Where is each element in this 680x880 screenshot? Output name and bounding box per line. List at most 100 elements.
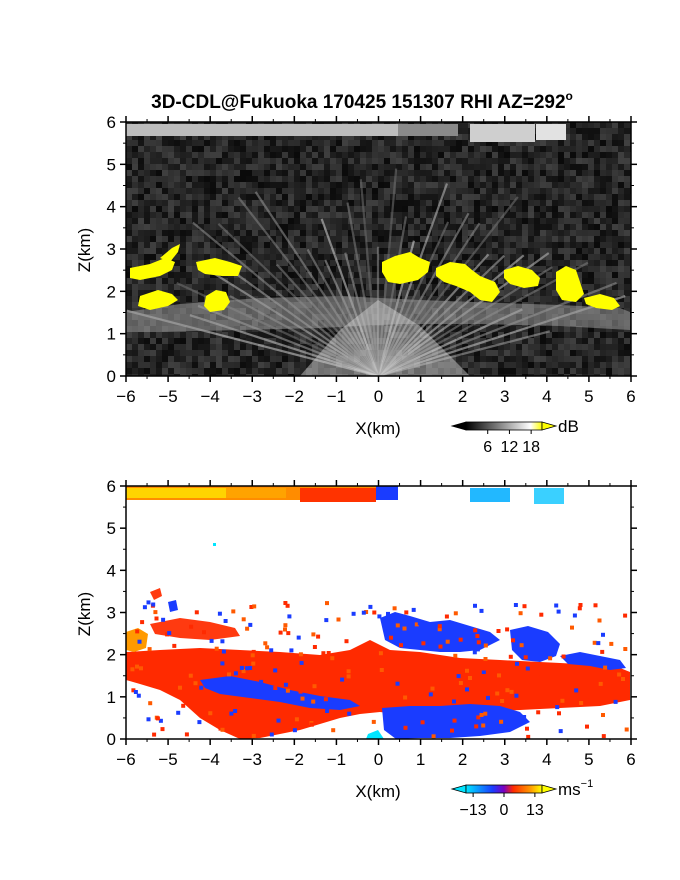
reflectivity-noise-cell bbox=[570, 236, 576, 242]
reflectivity-noise-cell bbox=[144, 206, 150, 212]
reflectivity-noise-cell bbox=[342, 218, 348, 224]
reflectivity-noise-cell bbox=[408, 236, 414, 242]
reflectivity-noise-cell bbox=[222, 332, 228, 338]
reflectivity-noise-cell bbox=[432, 146, 438, 152]
reflectivity-noise-cell bbox=[234, 188, 240, 194]
reflectivity-noise-cell bbox=[378, 134, 384, 140]
reflectivity-noise-cell bbox=[306, 164, 312, 170]
reflectivity-noise-cell bbox=[264, 140, 270, 146]
reflectivity-noise-cell bbox=[516, 332, 522, 338]
reflectivity-noise-cell bbox=[558, 254, 564, 260]
reflectivity-noise-cell bbox=[300, 350, 306, 356]
velocity-speckle bbox=[428, 692, 433, 697]
reflectivity-noise-cell bbox=[204, 200, 210, 206]
reflectivity-noise-cell bbox=[510, 146, 516, 152]
reflectivity-noise-cell bbox=[264, 152, 270, 158]
reflectivity-noise-cell bbox=[498, 212, 504, 218]
reflectivity-noise-cell bbox=[294, 248, 300, 254]
reflectivity-noise-cell bbox=[432, 278, 438, 284]
reflectivity-noise-cell bbox=[420, 338, 426, 344]
reflectivity-noise-cell bbox=[156, 200, 162, 206]
reflectivity-noise-cell bbox=[384, 254, 390, 260]
reflectivity-noise-cell bbox=[450, 248, 456, 254]
reflectivity-noise-cell bbox=[276, 284, 282, 290]
reflectivity-noise-cell bbox=[138, 194, 144, 200]
reflectivity-noise-cell bbox=[234, 170, 240, 176]
reflectivity-noise-cell bbox=[522, 338, 528, 344]
reflectivity-noise-cell bbox=[126, 368, 132, 374]
velocity-speckle bbox=[233, 671, 238, 676]
velocity-speckle bbox=[453, 653, 458, 658]
velocity-speckle bbox=[574, 688, 579, 693]
reflectivity-noise-cell bbox=[294, 332, 300, 338]
reflectivity-noise-cell bbox=[450, 284, 456, 290]
reflectivity-noise-cell bbox=[612, 122, 618, 128]
reflectivity-noise-cell bbox=[582, 266, 588, 272]
reflectivity-noise-cell bbox=[222, 152, 228, 158]
reflectivity-noise-cell bbox=[504, 140, 510, 146]
reflectivity-noise-cell bbox=[426, 242, 432, 248]
reflectivity-noise-cell bbox=[186, 344, 192, 350]
reflectivity-noise-cell bbox=[288, 134, 294, 140]
reflectivity-noise-cell bbox=[474, 350, 480, 356]
reflectivity-noise-cell bbox=[438, 212, 444, 218]
reflectivity-noise-cell bbox=[564, 356, 570, 362]
reflectivity-noise-cell bbox=[396, 242, 402, 248]
reflectivity-noise-cell bbox=[246, 188, 252, 194]
reflectivity-noise-cell bbox=[252, 188, 258, 194]
reflectivity-noise-cell bbox=[240, 194, 246, 200]
reflectivity-noise-cell bbox=[624, 272, 630, 278]
reflectivity-noise-cell bbox=[186, 248, 192, 254]
reflectivity-noise-cell bbox=[582, 218, 588, 224]
reflectivity-noise-cell bbox=[420, 200, 426, 206]
reflectivity-noise-cell bbox=[300, 194, 306, 200]
reflectivity-noise-cell bbox=[426, 218, 432, 224]
reflectivity-noise-cell bbox=[612, 230, 618, 236]
reflectivity-noise-cell bbox=[594, 350, 600, 356]
reflectivity-noise-cell bbox=[126, 332, 132, 338]
reflectivity-noise-cell bbox=[384, 242, 390, 248]
reflectivity-y-tick-label: 0 bbox=[107, 367, 116, 386]
velocity-speckle bbox=[481, 670, 486, 674]
reflectivity-noise-cell bbox=[624, 122, 630, 128]
reflectivity-noise-cell bbox=[468, 164, 474, 170]
reflectivity-noise-cell bbox=[582, 140, 588, 146]
reflectivity-noise-cell bbox=[192, 218, 198, 224]
reflectivity-noise-cell bbox=[498, 350, 504, 356]
reflectivity-noise-cell bbox=[492, 362, 498, 368]
reflectivity-noise-cell bbox=[546, 296, 552, 302]
velocity-speckle bbox=[285, 688, 290, 693]
reflectivity-noise-cell bbox=[612, 344, 618, 350]
velocity-speckle bbox=[135, 664, 139, 669]
reflectivity-noise-cell bbox=[588, 218, 594, 224]
reflectivity-noise-cell bbox=[378, 254, 384, 260]
reflectivity-noise-cell bbox=[450, 200, 456, 206]
reflectivity-noise-cell bbox=[216, 248, 222, 254]
reflectivity-noise-cell bbox=[480, 164, 486, 170]
reflectivity-noise-cell bbox=[246, 200, 252, 206]
reflectivity-noise-cell bbox=[408, 152, 414, 158]
reflectivity-noise-cell bbox=[390, 164, 396, 170]
reflectivity-noise-cell bbox=[258, 134, 264, 140]
reflectivity-noise-cell bbox=[204, 206, 210, 212]
reflectivity-noise-cell bbox=[318, 170, 324, 176]
reflectivity-noise-cell bbox=[600, 224, 606, 230]
reflectivity-noise-cell bbox=[258, 188, 264, 194]
reflectivity-noise-cell bbox=[252, 260, 258, 266]
reflectivity-noise-cell bbox=[546, 164, 552, 170]
reflectivity-noise-cell bbox=[402, 284, 408, 290]
reflectivity-noise-cell bbox=[330, 374, 336, 376]
reflectivity-noise-cell bbox=[558, 170, 564, 176]
reflectivity-noise-cell bbox=[624, 140, 630, 146]
reflectivity-noise-cell bbox=[540, 152, 546, 158]
velocity-speckle bbox=[458, 637, 463, 642]
reflectivity-noise-cell bbox=[498, 140, 504, 146]
reflectivity-noise-cell bbox=[558, 260, 564, 266]
reflectivity-noise-cell bbox=[534, 146, 540, 152]
reflectivity-noise-cell bbox=[372, 248, 378, 254]
reflectivity-noise-cell bbox=[144, 182, 150, 188]
reflectivity-noise-cell bbox=[192, 266, 198, 272]
reflectivity-noise-cell bbox=[312, 206, 318, 212]
reflectivity-noise-cell bbox=[492, 188, 498, 194]
reflectivity-noise-cell bbox=[414, 188, 420, 194]
